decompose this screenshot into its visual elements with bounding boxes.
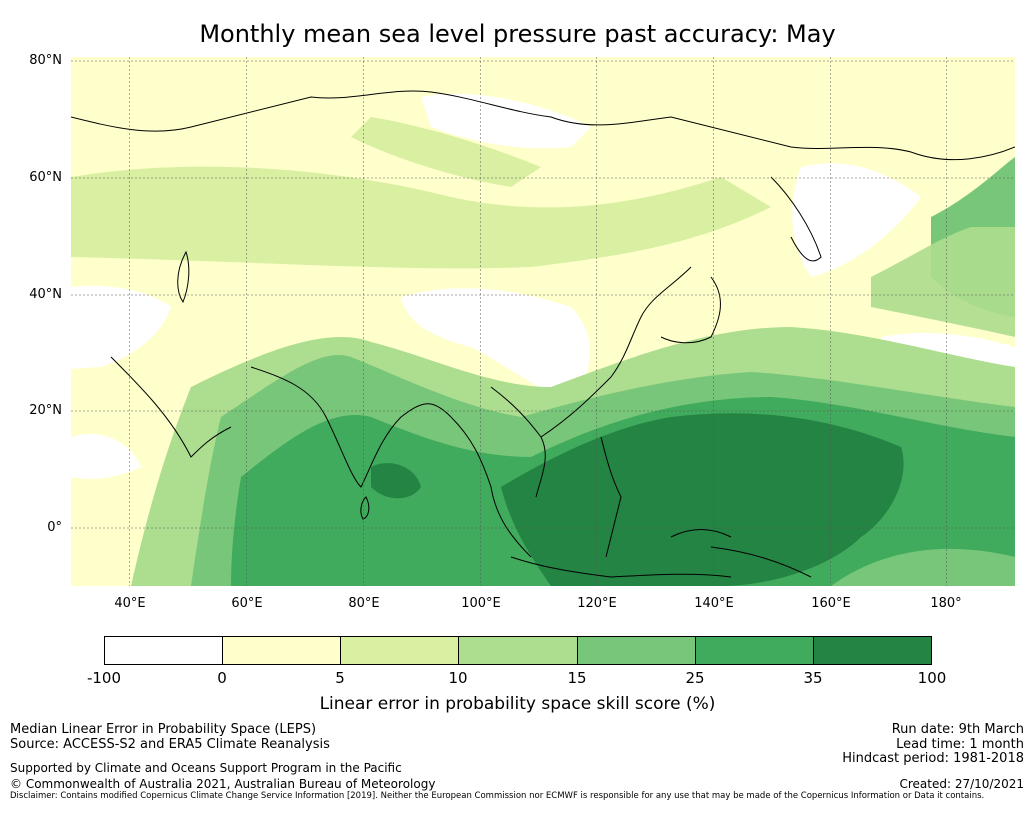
coastline-sri-lanka (360, 496, 370, 520)
zone-10-15-nepacific (871, 227, 1015, 337)
lon-label-120e: 120°E (577, 596, 617, 611)
lon-label-80e: 80°E (348, 596, 380, 611)
colorbar-tick-15: 15 (567, 669, 587, 687)
lon-label-40e: 40°E (114, 596, 146, 611)
zone-neg-arabia (71, 433, 141, 479)
lat-label-0: 0° (47, 520, 62, 535)
zone-35-100-bengal (371, 463, 421, 499)
lon-label-60e: 60°E (231, 596, 263, 611)
colorbar-swatch-0-5 (223, 637, 342, 664)
colorbar-swatch-35-100 (813, 637, 931, 664)
zone-neg-west (71, 285, 171, 369)
footer-run-date: Run date: 9th March (891, 722, 1024, 737)
lat-label-60n: 60°N (29, 170, 62, 185)
coastline-caspian (177, 250, 190, 304)
colorbar-tick-25: 25 (685, 669, 705, 687)
coastline-china (540, 266, 692, 438)
colorbar-label: Linear error in probability space skill … (319, 694, 716, 714)
zone-35-100-wpacific (501, 413, 904, 586)
footer-hindcast: Hindcast period: 1981-2018 (842, 751, 1024, 766)
footer-lead-time: Lead time: 1 month (896, 737, 1024, 752)
lat-label-80n: 80°N (29, 53, 62, 68)
gridlines (71, 57, 1015, 586)
coastline-india (250, 366, 452, 488)
coastline-new-guinea (710, 546, 812, 578)
coastline-arabia (110, 356, 232, 458)
colorbar-tick-neg100: -100 (86, 669, 122, 687)
footer-disclaimer: Disclaimer: Contains modified Copernicus… (10, 791, 985, 801)
colorbar-swatch-15-25 (577, 637, 696, 664)
footer-copyright: © Commonwealth of Australia 2021, Austra… (10, 777, 436, 791)
coastlines (71, 90, 1015, 578)
coastline-kamchatka (770, 176, 822, 262)
lon-label-160e: 160°E (811, 596, 851, 611)
footer-source: Source: ACCESS-S2 and ERA5 Climate Reana… (10, 737, 330, 752)
skill-map-canvas (71, 57, 1015, 586)
colorbar-tick-0: 0 (217, 669, 227, 687)
footer-created: Created: 27/10/2021 (899, 777, 1024, 791)
lat-label-40n: 40°N (29, 287, 62, 302)
colorbar-tick-5: 5 (335, 669, 345, 687)
colorbar-swatch-neg (105, 637, 224, 664)
zone-neg-kamchatka (792, 163, 921, 277)
zone-5-10-arctic (351, 117, 541, 187)
map-title: Monthly mean sea level pressure past acc… (199, 20, 836, 48)
footer-support: Supported by Climate and Oceans Support … (10, 761, 402, 775)
lon-label-180: 180° (930, 596, 962, 611)
lon-label-100e: 100°E (461, 596, 501, 611)
lat-label-20n: 20°N (29, 403, 62, 418)
colorbar-swatch-10-15 (459, 637, 578, 664)
coastline-arctic (71, 90, 1015, 161)
colorbar-swatch-25-35 (695, 637, 814, 664)
skill-map (71, 57, 1015, 586)
colorbar-tick-35: 35 (803, 669, 823, 687)
coastline-indonesia (510, 529, 732, 578)
colorbar-swatch-5-10 (341, 637, 460, 664)
zone-5-10-north (71, 166, 771, 269)
zone-neg-siberia (421, 93, 591, 149)
coastline-philippines (600, 436, 622, 558)
coastline-japan (660, 276, 721, 344)
lon-label-140e: 140°E (694, 596, 734, 611)
colorbar-tick-10: 10 (448, 669, 468, 687)
colorbar-tick-100: 100 (917, 669, 947, 687)
colorbar (104, 636, 932, 665)
footer-method: Median Linear Error in Probability Space… (10, 722, 317, 737)
zone-neg-china (401, 288, 590, 402)
